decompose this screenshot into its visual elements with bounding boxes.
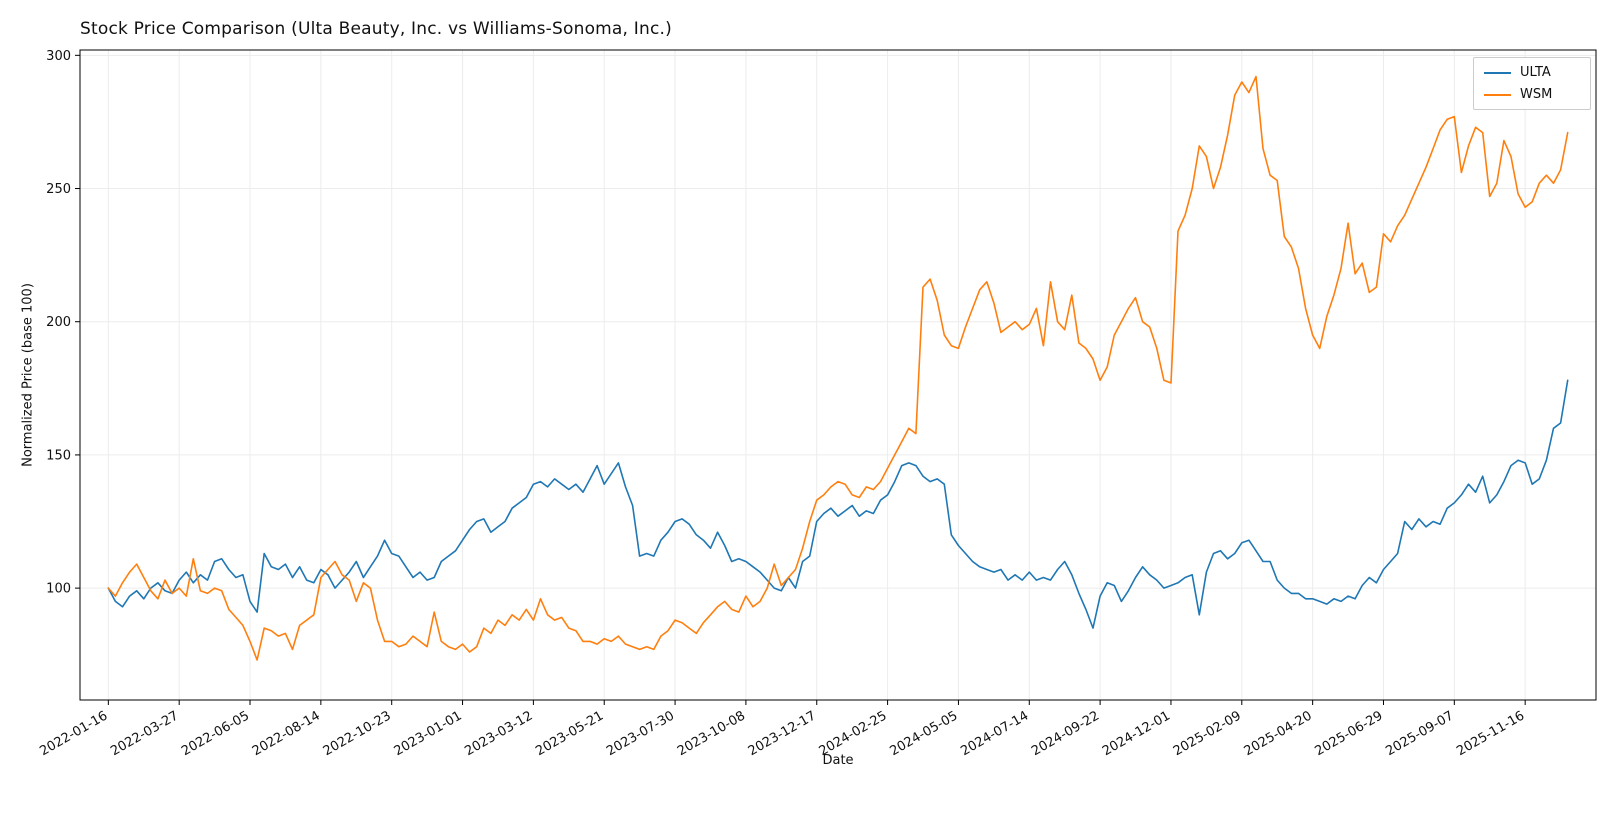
x-tick-label: 2022-06-05 (179, 708, 252, 759)
x-tick-label: 2023-10-08 (675, 708, 748, 759)
x-tick-label: 2023-07-30 (604, 708, 677, 759)
x-tick-label: 2022-03-27 (108, 708, 181, 759)
y-tick-label: 200 (46, 315, 71, 330)
x-tick-label: 2023-03-12 (462, 708, 535, 759)
x-tick-label: 2022-08-14 (250, 708, 323, 759)
x-tick-label: 2024-09-22 (1029, 708, 1102, 759)
x-tick-label: 2025-04-20 (1242, 708, 1315, 759)
x-tick-label: 2023-12-17 (746, 708, 819, 759)
x-tick-label: 2023-05-21 (533, 708, 606, 759)
legend-label-ulta: ULTA (1520, 65, 1551, 80)
series-line-ulta (107, 379, 1569, 629)
x-tick-label: 2025-06-29 (1313, 708, 1386, 759)
chart-title: Stock Price Comparison (Ulta Beauty, Inc… (80, 19, 672, 39)
legend-label-wsm: WSM (1520, 87, 1553, 102)
x-tick-label: 2025-11-16 (1454, 708, 1527, 759)
x-tick-label: 2024-05-05 (887, 708, 960, 759)
series-line-wsm (107, 75, 1569, 661)
axes-frame (79, 49, 1597, 701)
legend-item-ulta: ULTA (1484, 65, 1580, 80)
wsm-line-swatch (1484, 93, 1511, 96)
x-tick-label: 2024-07-14 (958, 708, 1031, 759)
x-tick-label: 2025-09-07 (1383, 708, 1456, 759)
x-tick-label: 2025-02-09 (1171, 708, 1244, 759)
x-tick-label: 2022-01-16 (37, 708, 110, 759)
y-axis-label: Normalized Price (base 100) (20, 283, 36, 467)
x-tick-label: 2023-01-01 (392, 708, 465, 759)
y-tick-label: 150 (46, 448, 71, 463)
y-tick-label: 100 (46, 582, 71, 597)
x-tick-label: 2022-10-23 (321, 708, 394, 759)
x-axis-label: Date (822, 753, 854, 768)
x-tick-label: 2024-12-01 (1100, 708, 1173, 759)
legend: ULTA WSM (1473, 57, 1591, 110)
y-tick-label: 250 (46, 182, 71, 197)
y-tick-label: 300 (46, 49, 71, 64)
x-tick-label: 2024-02-25 (817, 708, 890, 759)
ulta-line-swatch (1484, 71, 1511, 74)
legend-item-wsm: WSM (1484, 87, 1580, 102)
